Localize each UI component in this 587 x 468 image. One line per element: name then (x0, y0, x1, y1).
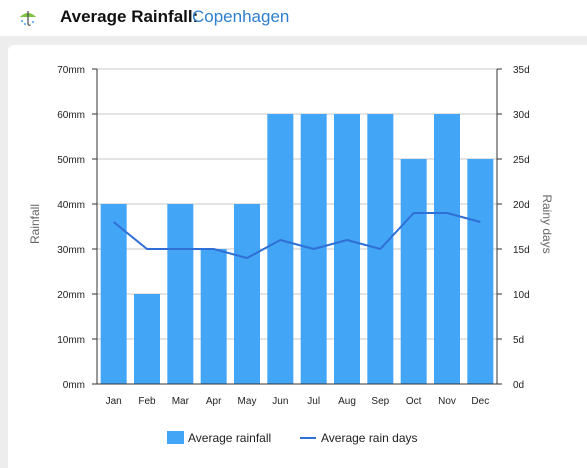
city-name: Copenhagen (192, 7, 290, 26)
x-tick-label: May (238, 396, 257, 407)
legend-swatch-rainfall (167, 431, 184, 444)
bar (400, 159, 427, 384)
x-tick-label: Oct (406, 396, 422, 407)
legend-label-rain-days: Average rain days (321, 431, 418, 445)
x-tick-label: Sep (371, 396, 389, 407)
y-tick-label-left: 60mm (57, 110, 85, 121)
x-tick-label: Dec (471, 396, 489, 407)
tick-labels: 0mm 0d 10mm 5d 20mm 10d 30mm 15d 40mm 20d 50mm 25d 6… (57, 65, 529, 407)
x-tick-label: Nov (438, 396, 456, 407)
page-title: Average Rainfall: (60, 7, 199, 26)
y-tick-label-right: 5d (513, 335, 524, 346)
y-axis-title-left: Rainfall (28, 204, 42, 244)
y-tick-label-left: 70mm (57, 65, 85, 76)
y-tick-label-left: 20mm (57, 290, 85, 301)
x-tick-label: Jul (307, 396, 320, 407)
line-series (113, 212, 481, 259)
bar (234, 204, 260, 384)
x-tick-label: Jun (272, 396, 288, 407)
legend-label-rainfall: Average rainfall (188, 431, 271, 445)
y-tick-label-left: 0mm (63, 380, 85, 391)
y-tick-label-left: 10mm (57, 335, 85, 346)
y-tick-label-right: 20d (513, 200, 530, 211)
x-tick-label: Mar (172, 396, 190, 407)
bar (134, 294, 160, 384)
y-tick-label-left: 50mm (57, 155, 85, 166)
y-tick-label-right: 35d (513, 65, 530, 76)
bar (467, 159, 494, 384)
chart-legend: Average rainfall Average rain days (167, 431, 418, 445)
x-tick-label: Apr (206, 396, 222, 407)
bar (434, 114, 460, 384)
chart-axes (92, 68, 502, 385)
bar (167, 204, 194, 384)
header-bar: Average Rainfall: Copenhagen (0, 0, 587, 36)
y-tick-label-right: 30d (513, 110, 530, 121)
x-tick-label: Feb (138, 396, 156, 407)
bar (200, 249, 227, 384)
y-tick-label-right: 15d (513, 245, 530, 256)
y-tick-label-right: 10d (513, 290, 530, 301)
y-tick-label-right: 25d (513, 155, 530, 166)
umbrella-icon (20, 11, 36, 26)
bar (334, 114, 360, 384)
y-tick-label-left: 40mm (57, 200, 85, 211)
bar (100, 204, 127, 384)
y-tick-label-right: 0d (513, 380, 524, 391)
bar-series (100, 114, 494, 384)
y-axis-title-right: Rainy days (540, 194, 554, 253)
bar (267, 114, 294, 384)
y-tick-label-left: 30mm (57, 245, 85, 256)
x-tick-label: Aug (338, 396, 356, 407)
rain-days-line (113, 212, 481, 259)
x-tick-label: Jan (106, 396, 122, 407)
